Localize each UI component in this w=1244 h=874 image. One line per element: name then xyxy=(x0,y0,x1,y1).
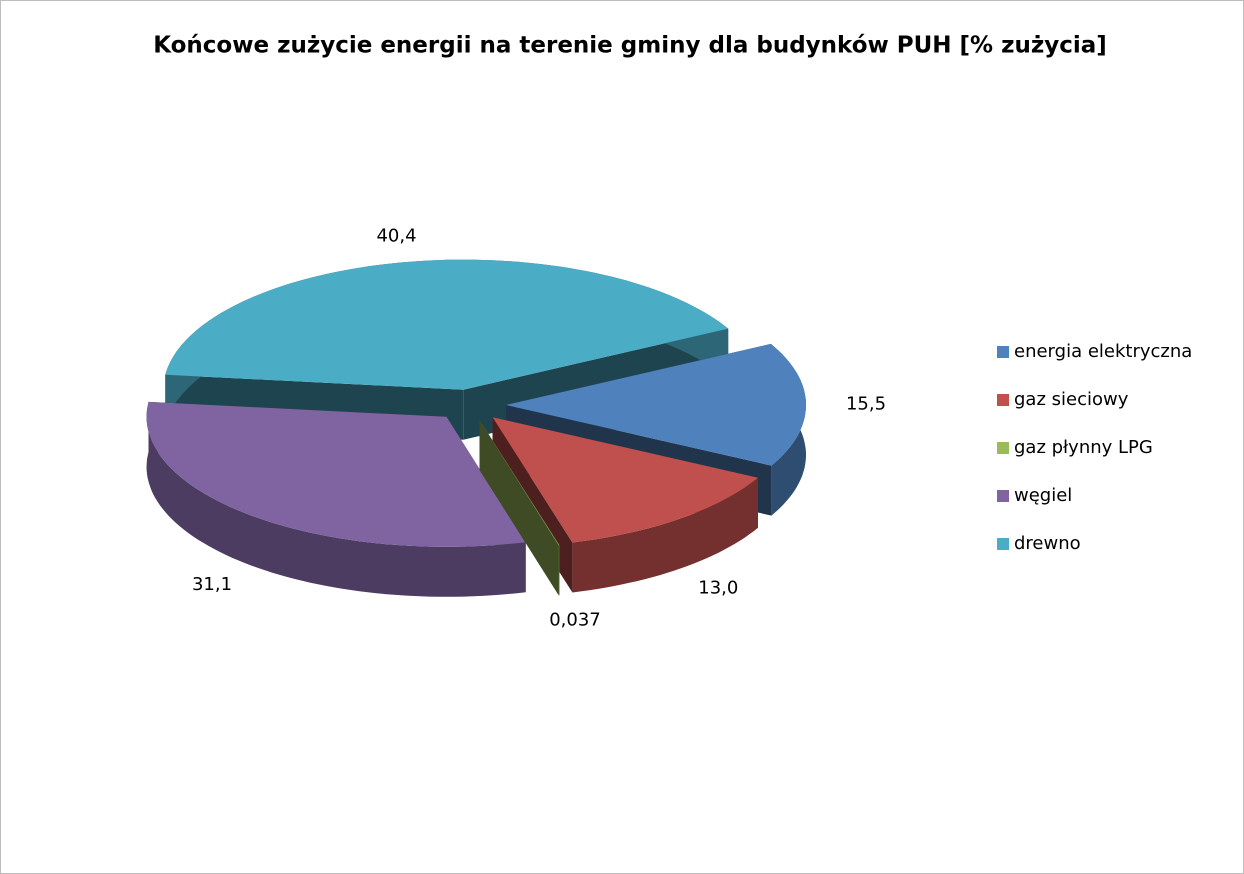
chart-title: Końcowe zużycie energii na terenie gminy… xyxy=(153,33,1107,59)
data-label: 31,1 xyxy=(192,574,232,595)
legend-label: energia elektryczna xyxy=(1014,341,1192,362)
data-label: 13,0 xyxy=(698,578,738,599)
slice xyxy=(146,401,526,597)
legend-label: gaz płynny LPG xyxy=(1014,437,1153,458)
data-label: 15,5 xyxy=(846,394,886,415)
legend-label: drewno xyxy=(1014,533,1081,554)
slice xyxy=(165,259,729,390)
slice-side xyxy=(479,420,559,596)
slice xyxy=(146,401,526,547)
slice-side xyxy=(146,401,526,597)
data-label: 40,4 xyxy=(376,225,416,246)
slice xyxy=(479,420,560,596)
slice xyxy=(479,420,560,546)
slice xyxy=(492,417,758,543)
legend-swatch xyxy=(997,538,1009,550)
legend-swatch xyxy=(997,394,1009,406)
legend-swatch xyxy=(997,442,1009,454)
slice-side xyxy=(572,477,758,593)
data-label: 0,037 xyxy=(549,609,601,630)
legend-label: węgiel xyxy=(1014,485,1072,506)
legend-swatch xyxy=(997,346,1009,358)
slice-side xyxy=(558,545,560,596)
slice xyxy=(506,343,806,466)
legend-swatch xyxy=(997,490,1009,502)
legend-label: gaz sieciowy xyxy=(1014,389,1129,410)
